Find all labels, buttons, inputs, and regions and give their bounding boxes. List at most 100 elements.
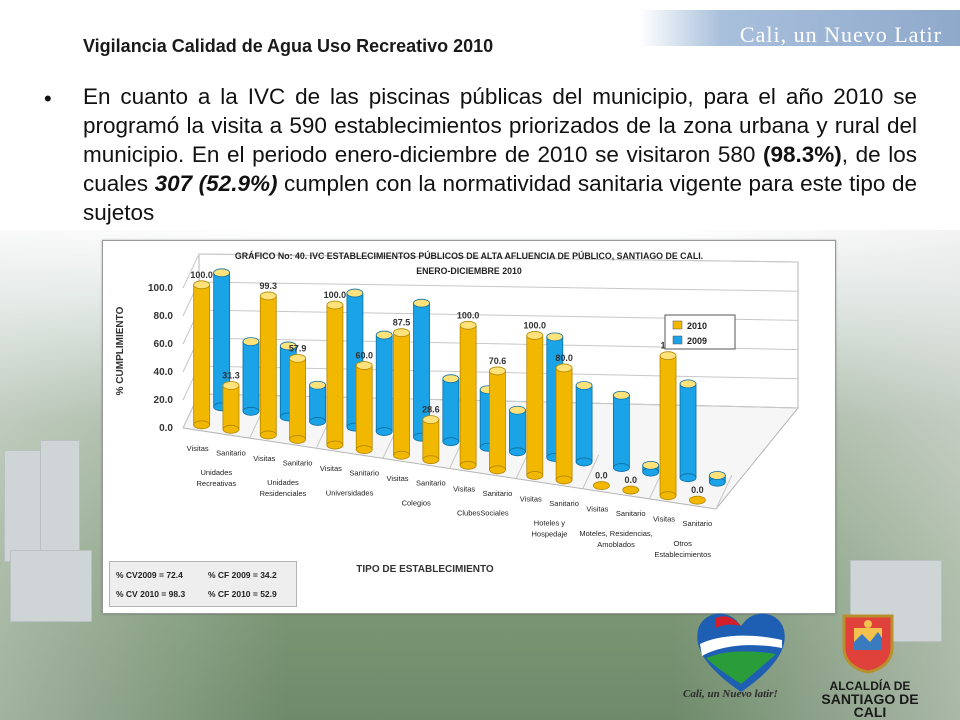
bar-2010 (355, 365, 373, 450)
bar-2010 (222, 385, 240, 430)
paragraph-bold-2: 307 (52.9%) (154, 171, 278, 196)
x-category-label: Unidades (200, 468, 232, 477)
legend-swatch-2010 (672, 320, 683, 330)
bar-2010-base (659, 491, 677, 501)
bar-2010-base (459, 460, 477, 470)
subcategory-label: Sanitario (483, 489, 513, 498)
bar-2009-top (546, 332, 564, 342)
subcategory-label: Sanitario (216, 448, 246, 457)
floor-divider (582, 454, 600, 489)
bar-2009-top (242, 337, 260, 347)
subcategory-label: Sanitario (349, 469, 379, 478)
subcategory-label: Sanitario (283, 458, 313, 467)
bar-2009-base (375, 427, 393, 436)
building (10, 550, 92, 622)
bar-2009-top (213, 268, 231, 278)
bar-2010 (555, 367, 573, 481)
y-tick-label: 40.0 (154, 367, 174, 378)
x-category-label: Residenciales (260, 489, 307, 498)
x-category-label: Amoblados (597, 540, 635, 549)
bar-2009 (442, 378, 460, 443)
bar-2009-base (309, 417, 326, 426)
building (40, 440, 80, 562)
x-category-label: Recreativas (197, 479, 237, 488)
bar-2010-base (326, 440, 344, 450)
logo-caption: Cali, un Nuevo latir! (683, 688, 778, 700)
bar-2010 (659, 355, 677, 497)
bar-2009-top (309, 380, 326, 390)
data-label: 57.9 (289, 343, 307, 353)
bar-2010-top (193, 280, 211, 290)
bar-2010-top (593, 481, 610, 490)
data-label: 0.0 (595, 471, 608, 481)
bar-2010-top (355, 361, 373, 370)
bar-2010-top (489, 366, 506, 376)
bar-2010-top (259, 291, 277, 301)
x-axis-label: TIPO DE ESTABLECIMIENTO (356, 564, 494, 575)
bar-2009-base (575, 457, 593, 467)
bullet-mark: • (44, 86, 52, 111)
heart-logo-icon (697, 613, 785, 692)
data-label: 0.0 (624, 475, 637, 485)
x-category-label: Moteles, Residencias, (579, 529, 652, 538)
bar-2010-top (622, 485, 640, 495)
alcaldia-line-2: SANTIAGO DE CALI (821, 691, 919, 720)
y-tick-label: 60.0 (154, 339, 174, 350)
bar-2009-top (509, 405, 526, 415)
subcategory-label: Visitas (653, 515, 675, 524)
summary-cf2009: % CF 2009 = 34.2 (208, 570, 277, 580)
bar-chart: 0.0 20.0 40.0 60.0 80.0 100.0 % CUMPLIMIENTO GR… (115, 250, 800, 575)
bar-2010-top (393, 328, 410, 338)
chart-title: GRÁFICO No: 40. IVC ESTABLECIMIENTOS PÚB… (235, 250, 703, 261)
data-label: 70.6 (489, 356, 507, 366)
y-tick-label: 100.0 (148, 283, 173, 294)
bar-2010-top (688, 495, 706, 505)
bar-2010-base (222, 424, 240, 434)
bar-2009-top (613, 390, 630, 400)
bar-2009 (375, 334, 393, 432)
y-axis-label: % CUMPLIMIENTO (115, 306, 126, 395)
bar-2009-top (375, 330, 393, 340)
bar-2010 (289, 357, 306, 440)
bar-2009-top (346, 288, 364, 298)
bar-2010-top (222, 381, 240, 390)
y-tick-label: 20.0 (154, 395, 174, 406)
subcategory-label: Sanitario (549, 499, 579, 508)
bar-2010 (193, 284, 211, 426)
floor-divider (715, 474, 733, 510)
building (4, 450, 46, 562)
bar-2009 (679, 383, 697, 479)
bar-2009-top (442, 374, 460, 384)
gridline (198, 253, 799, 263)
subcategory-label: Sanitario (683, 519, 713, 528)
bar-2010 (422, 419, 440, 461)
data-label: 87.5 (393, 318, 411, 328)
bar-2010-top (289, 353, 306, 363)
bar-2009-top (413, 298, 430, 308)
data-label: 80.0 (555, 353, 573, 363)
x-category-label: Universidades (326, 488, 374, 497)
x-category-label: Unidades (267, 478, 299, 487)
brand-text: Cali, un Nuevo Latir (739, 22, 942, 47)
legend-label-2009: 2009 (687, 336, 707, 346)
paragraph-text-2: , de los cuales (83, 142, 918, 196)
legend-label-2010: 2010 (687, 321, 707, 331)
subcategory-label: Visitas (586, 505, 608, 514)
x-category-label: Hospedaje (532, 530, 568, 539)
brand-band: Cali, un Nuevo Latir (640, 10, 960, 47)
summary-cf2010: % CF 2010 = 52.9 (208, 589, 277, 599)
bar-2009-top (708, 471, 726, 480)
slide-title: Vigilancia Calidad de Agua Uso Recreativ… (83, 36, 494, 56)
bar-2009-base (442, 437, 460, 447)
bar-2010-top (555, 363, 573, 373)
bar-2010-base (193, 420, 211, 430)
summary-cv2009: % CV2009 = 72.4 (116, 570, 183, 580)
x-category-label: Establecimientos (654, 550, 711, 559)
legend-swatch-2009 (672, 335, 683, 345)
bar-2010 (526, 335, 544, 476)
data-label: 99.3 (260, 281, 278, 291)
bar-2010-top (659, 351, 677, 361)
bar-2010-base (489, 465, 506, 475)
data-label: 60.0 (355, 351, 373, 361)
subcategory-label: Visitas (453, 484, 475, 493)
